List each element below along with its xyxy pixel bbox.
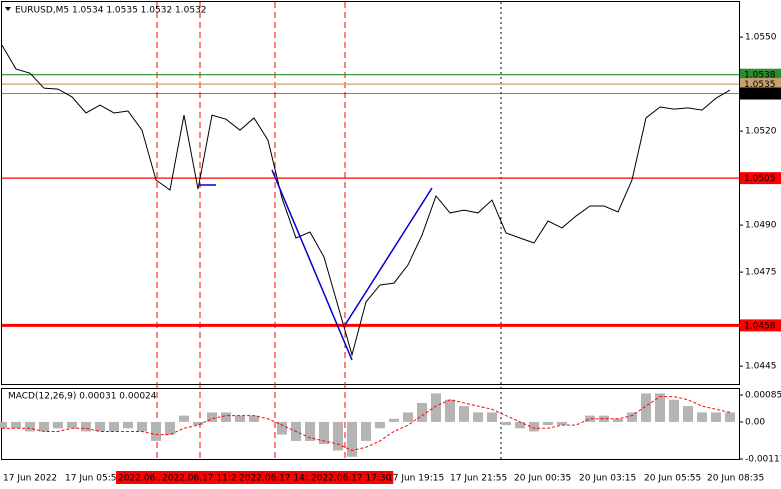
macd-bar bbox=[249, 415, 259, 422]
macd-bar bbox=[669, 399, 679, 422]
macd-bar bbox=[221, 412, 231, 422]
macd-bar bbox=[641, 393, 651, 422]
macd-bar bbox=[543, 421, 553, 426]
macd-bar bbox=[627, 412, 637, 422]
x-tick-label: 2022.06.. bbox=[118, 474, 161, 484]
macd-bar bbox=[487, 412, 497, 422]
macd-bar bbox=[501, 421, 511, 426]
macd-bar bbox=[235, 415, 245, 422]
macd-title: MACD(12,26,9) 0.00031 0.00024 bbox=[8, 392, 157, 402]
macd-bar bbox=[557, 421, 567, 426]
x-label-highlight bbox=[309, 471, 394, 484]
macd-bar bbox=[53, 421, 63, 429]
levels bbox=[2, 74, 739, 327]
session-lines bbox=[156, 2, 346, 459]
macd-bar bbox=[655, 393, 665, 422]
level-label: 1.0532 bbox=[744, 90, 776, 100]
macd-bar bbox=[697, 412, 707, 422]
macd-bar bbox=[585, 415, 595, 422]
x-label-highlight bbox=[160, 471, 245, 484]
x-tick-label: 17 Jun 2022 bbox=[3, 474, 57, 484]
macd-bar bbox=[529, 421, 539, 432]
macd-bar bbox=[277, 421, 287, 435]
macd-bar bbox=[361, 421, 371, 441]
x-tick-label: 20 Jun 05:55 bbox=[644, 474, 701, 484]
x-label-highlight bbox=[116, 471, 163, 484]
x-tick-label: 17 Jun 05:55 bbox=[65, 474, 122, 484]
x-tick-label: 17 Jun 19:15 bbox=[387, 474, 444, 484]
macd-bar bbox=[109, 421, 119, 432]
macd-bar bbox=[193, 421, 203, 426]
macd-bar bbox=[599, 415, 609, 422]
x-label-highlight bbox=[237, 471, 316, 484]
trend-lines bbox=[199, 169, 433, 361]
level-label: 1.0458 bbox=[744, 321, 776, 331]
macd-bar bbox=[0, 421, 7, 429]
y-tick-label: 0.00 bbox=[745, 417, 765, 427]
y-tick-label: 0.00085 bbox=[745, 391, 781, 401]
macd-bar bbox=[305, 421, 315, 441]
trend-line bbox=[344, 187, 433, 326]
y-tick-label: 1.0520 bbox=[745, 127, 777, 137]
x-tick-label: 20 Jun 03:15 bbox=[579, 474, 636, 484]
macd-bar bbox=[613, 418, 623, 422]
macd-bar bbox=[39, 421, 49, 432]
macd-bar bbox=[319, 421, 329, 445]
macd-bar bbox=[137, 421, 147, 432]
macd-bar bbox=[95, 421, 105, 432]
level-label: 1.0538 bbox=[744, 71, 776, 81]
macd-bar bbox=[151, 421, 161, 441]
x-tick-label: 2022.06.17 11:25 bbox=[162, 474, 242, 484]
plot bbox=[0, 44, 735, 457]
macd-bar bbox=[81, 421, 91, 432]
macd-bar bbox=[207, 412, 217, 422]
level-label-box bbox=[740, 319, 781, 332]
menu-arrow bbox=[5, 7, 11, 11]
macd-bar bbox=[473, 412, 483, 422]
x-tick-label: 20 Jun 00:35 bbox=[514, 474, 571, 484]
axis: 1.0550 1.0520 1.0490 1.0475 1.0445 0.00085 0.0… bbox=[3, 33, 781, 484]
macd-bar bbox=[417, 402, 427, 422]
x-tick-label: 2022.06.17 14:3 bbox=[239, 474, 314, 484]
macd-bar bbox=[165, 421, 175, 435]
macd-bar bbox=[459, 406, 469, 422]
y-tick-label: 1.0445 bbox=[745, 362, 777, 372]
trend-line bbox=[271, 169, 353, 361]
macd-bar bbox=[403, 412, 413, 422]
macd-bar bbox=[431, 393, 441, 422]
level-label: 1.0535 bbox=[744, 80, 776, 90]
level-label-box bbox=[740, 87, 781, 100]
level-label: 1.0505 bbox=[744, 174, 776, 184]
macd-bar bbox=[123, 421, 133, 429]
macd-bar bbox=[375, 421, 385, 429]
macd-bar bbox=[711, 412, 721, 422]
macd-bar bbox=[389, 418, 399, 422]
macd-bar bbox=[179, 415, 189, 422]
y-tick-label: 1.0490 bbox=[745, 221, 777, 231]
price-line bbox=[1, 44, 731, 357]
macd-bar bbox=[347, 421, 357, 457]
chart-title: EURUSD,M5 1.0534 1.0535 1.0532 1.0532 bbox=[15, 6, 207, 16]
x-tick-label: 17 Jun 21:55 bbox=[450, 474, 507, 484]
macd-bar bbox=[445, 399, 455, 422]
macd-signal bbox=[2, 396, 731, 451]
level-label-box bbox=[740, 172, 781, 185]
y-tick-label: 1.0475 bbox=[745, 268, 777, 278]
macd-bar bbox=[725, 412, 735, 422]
macd-bar bbox=[25, 421, 35, 432]
macd-bar bbox=[67, 421, 77, 429]
macd-bar bbox=[333, 421, 343, 451]
macd-bar bbox=[11, 421, 21, 429]
level-label-box bbox=[740, 68, 781, 81]
x-tick-label: 20 Jun 08:35 bbox=[707, 474, 764, 484]
macd-bar bbox=[683, 406, 693, 422]
macd-bar bbox=[515, 421, 525, 429]
x-tick-label: 2022.06.17 17:30 bbox=[311, 474, 392, 484]
y-tick-label: 1.0550 bbox=[745, 33, 777, 43]
y-tick-label: -0.00117 bbox=[745, 455, 781, 465]
main-pane bbox=[1, 1, 740, 385]
level-label-box bbox=[740, 78, 781, 91]
